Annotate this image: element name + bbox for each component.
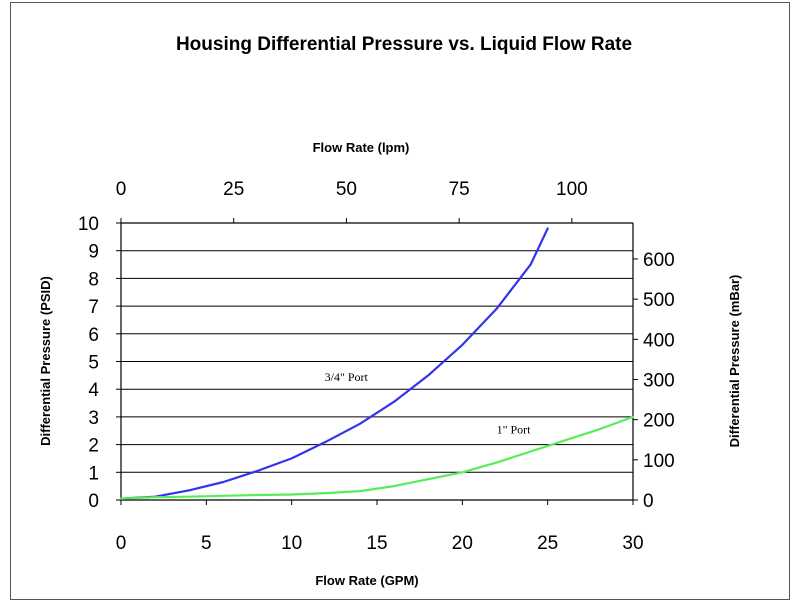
x-tick-label: 30: [622, 533, 643, 554]
x-tick-label: 0: [116, 533, 127, 554]
y2-tick-label: 200: [643, 411, 675, 432]
series-line-three-quarter-port: [119, 227, 549, 500]
y2-tick-label: 400: [643, 330, 675, 351]
y-tick-label: 5: [88, 353, 99, 374]
x-tick-label: 15: [366, 533, 387, 554]
y2-tick-label: 500: [643, 290, 675, 311]
plot-area: 0 5 10 15 20 25 300 25 50 75 100012345678910010020…: [78, 179, 675, 554]
x2-tick-label: 25: [223, 179, 244, 200]
annotation-one-inch-port: 1" Port: [497, 423, 532, 437]
x2-axis-label: Flow Rate (lpm): [313, 140, 410, 155]
x-axis-label: Flow Rate (GPM): [315, 573, 418, 588]
y2-tick-label: 0: [643, 491, 654, 512]
y2-tick-label: 100: [643, 451, 675, 472]
x-tick-label: 20: [452, 533, 473, 554]
x2-tick-label: 100: [556, 179, 588, 200]
y-tick-label: 3: [88, 408, 99, 429]
y-tick-label: 1: [88, 463, 99, 484]
y-tick-label: 7: [88, 297, 99, 318]
x2-tick-label: 0: [116, 179, 127, 200]
chart-title: Housing Differential Pressure vs. Liquid…: [176, 34, 632, 55]
annotation-three-quarter-port: 3/4" Port: [325, 370, 369, 384]
series-line-one-inch-port: [119, 415, 635, 500]
y-tick-label: 4: [88, 380, 99, 401]
x2-tick-label: 75: [449, 179, 470, 200]
y2-tick-label: 600: [643, 250, 675, 271]
y-tick-label: 9: [88, 242, 99, 263]
y2-axis-label: Differential Pressure (mBar): [727, 275, 742, 448]
x-tick-label: 5: [201, 533, 212, 554]
x2-tick-label: 50: [336, 179, 357, 200]
x-tick-label: 25: [537, 533, 558, 554]
y-tick-label: 8: [88, 269, 99, 290]
y2-tick-label: 300: [643, 370, 675, 391]
x-tick-label: 10: [281, 533, 302, 554]
y-tick-label: 10: [78, 214, 99, 235]
y-tick-label: 6: [88, 325, 99, 346]
y-tick-label: 2: [88, 436, 99, 457]
y-tick-label: 0: [88, 491, 99, 512]
y-axis-label: Differential Pressure (PSID): [38, 276, 53, 446]
